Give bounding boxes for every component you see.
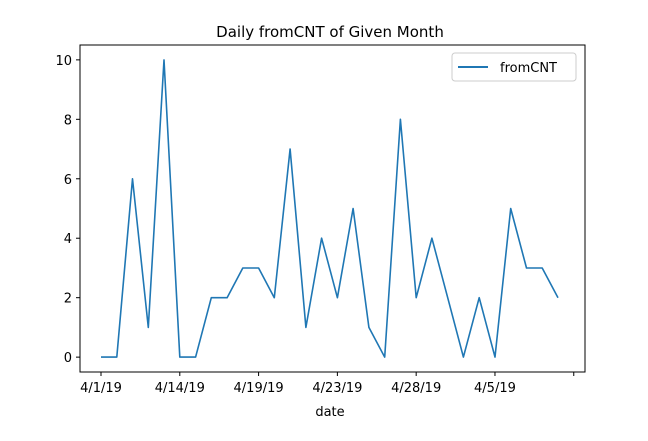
data-point (541, 267, 543, 269)
y-axis: 0 2 4 6 8 10 (55, 54, 80, 366)
data-point (478, 297, 480, 299)
data-point (305, 326, 307, 328)
x-axis: 4/1/19 4/14/19 4/19/19 4/23/19 4/28/19 4/5/19 (80, 372, 575, 396)
y-tick-label: 0 (64, 351, 72, 366)
data-point (116, 356, 118, 358)
data-point (399, 118, 401, 120)
plot-area (100, 59, 559, 358)
data-point (226, 297, 228, 299)
data-point (415, 297, 417, 299)
data-point (132, 178, 134, 180)
series-line-fromCNT (101, 59, 559, 358)
data-point (494, 356, 496, 358)
data-point (510, 208, 512, 210)
y-tick-label: 10 (55, 54, 72, 69)
x-tick-label: 4/19/19 (234, 381, 284, 396)
data-point (336, 297, 338, 299)
data-point (525, 267, 527, 269)
data-point (447, 297, 449, 299)
legend-box (451, 52, 577, 82)
data-point (258, 267, 260, 269)
data-point (431, 237, 433, 239)
data-point (557, 297, 559, 299)
data-point (195, 356, 197, 358)
data-point (100, 356, 102, 358)
x-axis-title: date (315, 405, 344, 420)
x-tick-label: 4/1/19 (80, 381, 122, 396)
y-tick-label: 2 (64, 292, 72, 307)
data-point (242, 267, 244, 269)
data-point (163, 59, 165, 61)
data-point (462, 356, 464, 358)
x-tick-label: 4/28/19 (391, 381, 441, 396)
data-point (368, 326, 370, 328)
y-tick-label: 4 (64, 232, 72, 247)
legend: fromCNT (451, 52, 577, 82)
x-tick-label: 4/14/19 (155, 381, 205, 396)
y-tick-label: 6 (64, 173, 72, 188)
data-point (352, 208, 354, 210)
data-point (321, 237, 323, 239)
data-point (179, 356, 181, 358)
y-tick-label: 8 (64, 113, 72, 128)
chart-title: Daily fromCNT of Given Month (216, 23, 444, 41)
x-tick-label: 4/23/19 (312, 381, 362, 396)
x-tick-label: 4/5/19 (474, 381, 516, 396)
plot-frame (79, 44, 586, 373)
data-point (289, 148, 291, 150)
data-point (147, 326, 149, 328)
data-point (384, 356, 386, 358)
legend-label: fromCNT (500, 61, 557, 76)
data-point (210, 297, 212, 299)
data-point (273, 297, 275, 299)
